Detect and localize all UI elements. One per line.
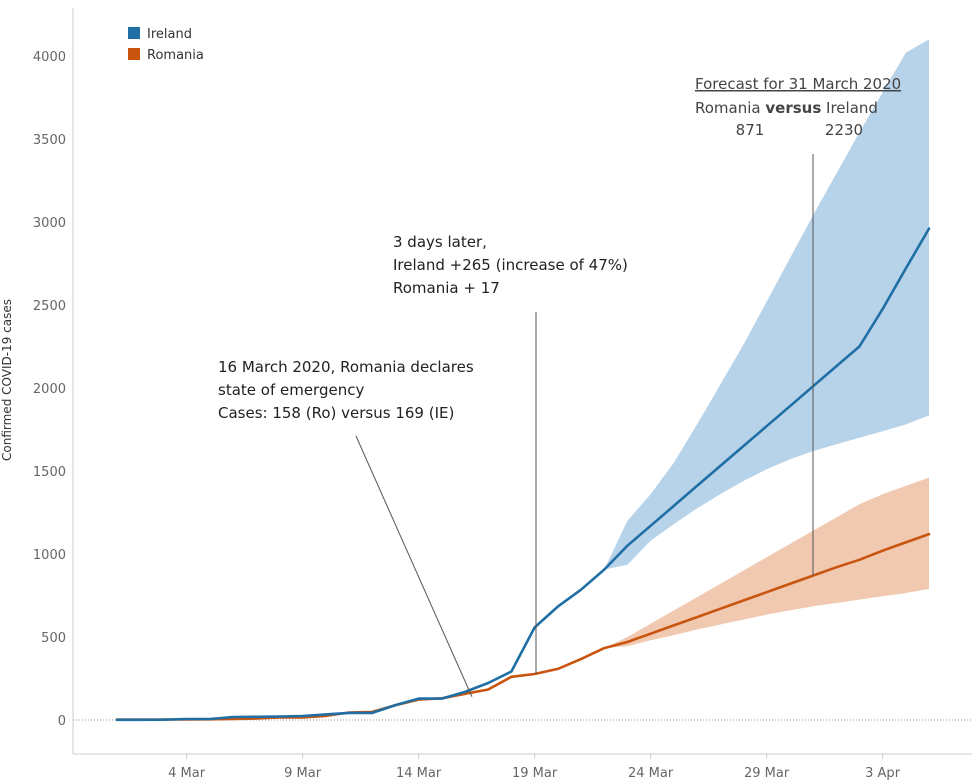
annotation-1-line-1: 16 March 2020, Romania declares — [218, 358, 474, 376]
y-tick-label: 3000 — [33, 216, 66, 231]
series-lines — [115, 227, 931, 722]
y-tick-label: 1500 — [33, 465, 66, 480]
annotation-three-days-later: 3 days later, Ireland +265 (increase of … — [393, 233, 628, 297]
y-tick-label: 500 — [41, 631, 66, 646]
x-tick-label: 19 Mar — [512, 766, 558, 781]
forecast-ireland-value: 2230 — [825, 121, 863, 139]
annotation-leader-lines — [355, 154, 814, 697]
legend: Ireland Romania — [128, 27, 204, 63]
y-tick-label: 0 — [58, 714, 66, 729]
forecast-romania-value: 871 — [736, 121, 765, 139]
legend-label-ireland: Ireland — [147, 27, 192, 42]
forecast-bands — [604, 39, 929, 649]
series-line-romania — [115, 532, 931, 721]
x-tick-label: 14 Mar — [396, 766, 442, 781]
y-tick-label: 3500 — [33, 133, 66, 148]
x-tick-label: 9 Mar — [284, 766, 322, 781]
x-tick-label: 4 Mar — [168, 766, 206, 781]
x-tick-label: 24 Mar — [628, 766, 674, 781]
annotation-1-leader — [355, 435, 473, 697]
forecast-subtitle: Romania versus Ireland — [695, 99, 878, 117]
annotation-1-line-3: Cases: 158 (Ro) versus 169 (IE) — [218, 404, 454, 422]
series-line-ireland — [115, 227, 931, 722]
forecast-band-romania — [604, 477, 929, 649]
annotation-1-line-2: state of emergency — [218, 381, 364, 399]
annotation-forecast: Forecast for 31 March 2020 Romania versu… — [695, 75, 901, 139]
x-tick-label: 3 Apr — [865, 766, 901, 781]
annotation-2-line-3: Romania + 17 — [393, 279, 500, 297]
forecast-title: Forecast for 31 March 2020 — [695, 75, 901, 93]
y-tick-label: 2500 — [33, 299, 66, 314]
forecast-band-ireland — [604, 39, 929, 570]
y-tick-label: 2000 — [33, 382, 66, 397]
y-axis-title: Confirmed COVID-19 cases — [0, 299, 14, 461]
chart-axes: 0 500 1000 1500 2000 2500 3000 3500 4000 4 Mar 9 M… — [33, 8, 972, 781]
legend-swatch-romania — [128, 48, 140, 60]
annotation-2-line-2: Ireland +265 (increase of 47%) — [393, 256, 628, 274]
annotation-state-of-emergency: 16 March 2020, Romania declares state of… — [218, 358, 474, 422]
x-tick-label: 29 Mar — [744, 766, 790, 781]
legend-swatch-ireland — [128, 27, 140, 39]
annotation-2-line-1: 3 days later, — [393, 233, 487, 251]
y-tick-label: 4000 — [33, 50, 66, 65]
y-tick-label: 1000 — [33, 548, 66, 563]
legend-label-romania: Romania — [147, 48, 204, 63]
